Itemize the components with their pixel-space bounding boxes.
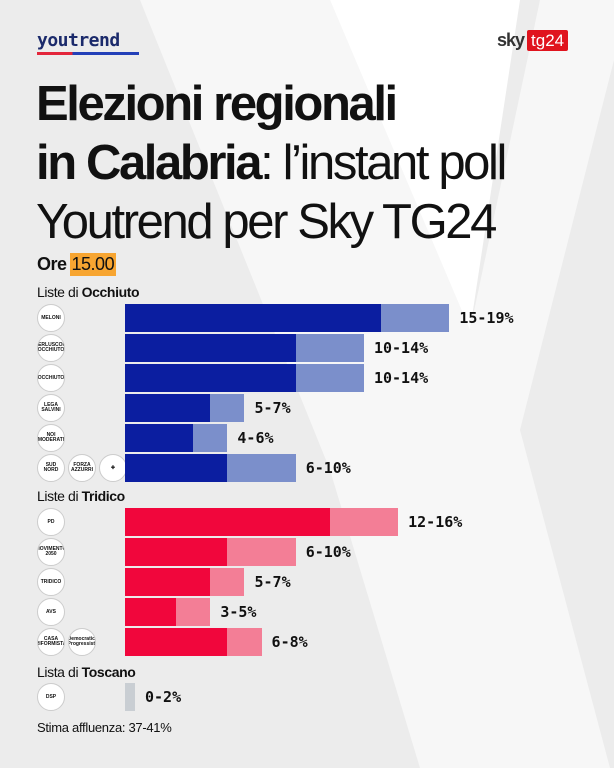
party-logos: SUD NORD FORZA AZZURRI ✚ — [37, 454, 127, 482]
party-logos: AVS — [37, 598, 65, 626]
party-logos: PD — [37, 508, 65, 536]
party-logo: Democratici Progressisti — [68, 628, 96, 656]
group-header-candidate: Occhiuto — [81, 284, 140, 300]
youtrend-logo: youtrend — [37, 30, 120, 51]
group-header-toscano: Lista di Toscano — [37, 664, 136, 680]
turnout-estimate: Stima affluenza: 37-41% — [37, 720, 172, 735]
party-logo: CASA RIFORMISTA — [37, 628, 65, 656]
group-header-prefix: Liste di — [37, 284, 79, 300]
bar-range — [125, 683, 135, 711]
bar-low — [125, 568, 211, 596]
party-logos: LEGA SALVINI — [37, 394, 65, 422]
title-line-1: Elezioni regionali — [36, 77, 398, 131]
group-header-candidate: Tridico — [81, 488, 126, 504]
bar-range — [227, 454, 296, 482]
party-logos: MOVIMENTO 2050 — [37, 538, 65, 566]
party-logos: OCCHIUTO — [37, 364, 65, 392]
bar-range — [295, 364, 364, 392]
party-logo: OCCHIUTO — [37, 364, 65, 392]
group-header-prefix: Liste di — [37, 488, 79, 504]
bar-low — [125, 364, 296, 392]
poll-time-value: 15.00 — [69, 253, 117, 276]
party-logo: FORZA AZZURRI — [68, 454, 96, 482]
party-logos: DSP — [37, 683, 65, 711]
party-logo: BERLUSCONI OCCHIUTO — [37, 334, 65, 362]
bar-range — [176, 598, 211, 626]
bar-low — [125, 598, 177, 626]
bar-low — [125, 394, 211, 422]
party-logos: NOI MODERATI — [37, 424, 65, 452]
sky-logo-text: sky — [497, 30, 525, 50]
group-header-occhiuto: Liste di Occhiuto — [37, 284, 140, 300]
party-logos: TRIDICO — [37, 568, 65, 596]
bar-range — [210, 568, 245, 596]
title-line-2-rest: : l’instant poll — [260, 136, 507, 190]
data-label: 0-2% — [145, 688, 182, 706]
bar-low — [125, 424, 194, 452]
bar-low — [125, 508, 330, 536]
tg24-logo-text: tg24 — [527, 30, 569, 51]
party-logo: AVS — [37, 598, 65, 626]
data-label: 15-19% — [459, 309, 514, 327]
title-line-3: Youtrend per Sky TG24 — [36, 195, 497, 249]
bar-low — [125, 304, 382, 332]
bar-low — [125, 538, 228, 566]
data-label: 6-8% — [271, 633, 308, 651]
party-logo: NOI MODERATI — [37, 424, 65, 452]
bar-range — [329, 508, 399, 536]
party-logos: CASA RIFORMISTA Democratici Progressisti — [37, 628, 96, 656]
group-header-tridico: Liste di Tridico — [37, 488, 125, 504]
data-label: 5-7% — [254, 573, 291, 591]
data-label: 3-5% — [220, 603, 257, 621]
bar-low — [125, 628, 228, 656]
bar-low — [125, 454, 228, 482]
youtrend-logo-underline — [37, 52, 139, 55]
poll-time-prefix: Ore — [37, 254, 67, 274]
bar-range — [193, 424, 228, 452]
data-label: 10-14% — [373, 369, 429, 387]
party-logo: PD — [37, 508, 65, 536]
party-logo: MOVIMENTO 2050 — [37, 538, 65, 566]
group-header-prefix: Lista di — [37, 664, 79, 680]
party-logo: MELONI — [37, 304, 65, 332]
data-label: 4-6% — [237, 429, 274, 447]
poll-time: Ore 15.00 — [37, 253, 117, 276]
title-line-2: in Calabria: l’instant poll — [36, 135, 507, 191]
bar-range — [227, 538, 296, 566]
bar-range — [210, 394, 245, 422]
sky-tg24-logo: sky tg24 — [497, 30, 569, 51]
bar-low — [125, 334, 296, 362]
party-logo: DSP — [37, 683, 65, 711]
party-logo: SUD NORD — [37, 454, 65, 482]
data-label: 5-7% — [254, 399, 291, 417]
data-label: 6-10% — [305, 543, 351, 561]
party-logo: LEGA SALVINI — [37, 394, 65, 422]
title-region: in Calabria — [36, 136, 263, 190]
data-label: 10-14% — [373, 339, 429, 357]
group-header-candidate: Toscano — [81, 664, 136, 680]
party-logo: ✚ — [99, 454, 127, 482]
data-label: 12-16% — [408, 513, 463, 531]
bar-range — [295, 334, 364, 362]
party-logos: BERLUSCONI OCCHIUTO — [37, 334, 65, 362]
bar-range — [381, 304, 450, 332]
party-logos: MELONI — [37, 304, 65, 332]
party-logo: TRIDICO — [37, 568, 65, 596]
data-label: 6-10% — [305, 459, 351, 477]
bar-range — [227, 628, 262, 656]
